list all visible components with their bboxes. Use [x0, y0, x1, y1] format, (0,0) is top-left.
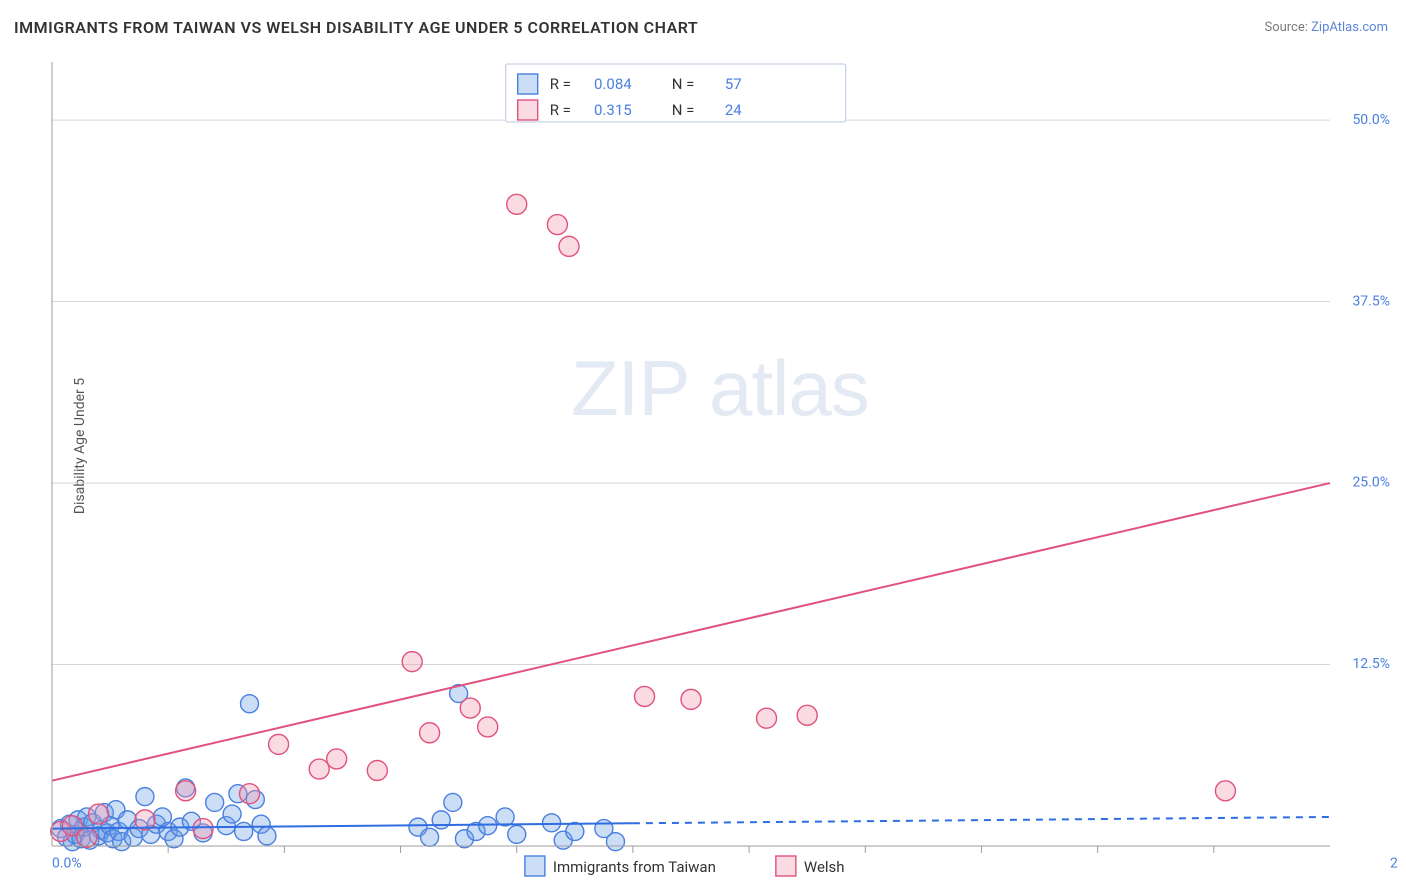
chart-area: 12.5% 25.0% 37.5% 50.0% ZIPatlas 0.0% 20.0% R =… — [44, 58, 1398, 884]
svg-text:R =: R = — [550, 101, 571, 119]
svg-text:24: 24 — [725, 101, 742, 119]
svg-text:atlas: atlas — [709, 344, 869, 432]
svg-text:Immigrants from Taiwan: Immigrants from Taiwan — [553, 858, 716, 876]
svg-text:0.084: 0.084 — [594, 75, 632, 93]
svg-text:N =: N = — [672, 101, 695, 119]
svg-text:37.5%: 37.5% — [1352, 293, 1390, 309]
svg-text:25.0%: 25.0% — [1352, 475, 1390, 491]
svg-text:0.0%: 0.0% — [52, 856, 82, 872]
svg-text:R =: R = — [550, 75, 571, 93]
source-attribution: Source: ZipAtlas.com — [1264, 20, 1388, 35]
svg-text:0.315: 0.315 — [594, 101, 632, 119]
svg-text:20.0%: 20.0% — [1390, 856, 1398, 872]
svg-text:ZIP: ZIP — [571, 344, 689, 432]
chart-title: IMMIGRANTS FROM TAIWAN VS WELSH DISABILI… — [14, 18, 698, 37]
svg-text:50.0%: 50.0% — [1352, 112, 1390, 128]
svg-text:12.5%: 12.5% — [1352, 656, 1390, 672]
scatter-chart: 12.5% 25.0% 37.5% 50.0% ZIPatlas 0.0% 20.0% R =… — [44, 58, 1398, 884]
svg-text:N =: N = — [672, 75, 695, 93]
svg-text:Welsh: Welsh — [804, 858, 845, 876]
source-prefix: Source: — [1264, 20, 1311, 35]
source-link[interactable]: ZipAtlas.com — [1311, 20, 1388, 35]
svg-text:57: 57 — [725, 75, 742, 93]
